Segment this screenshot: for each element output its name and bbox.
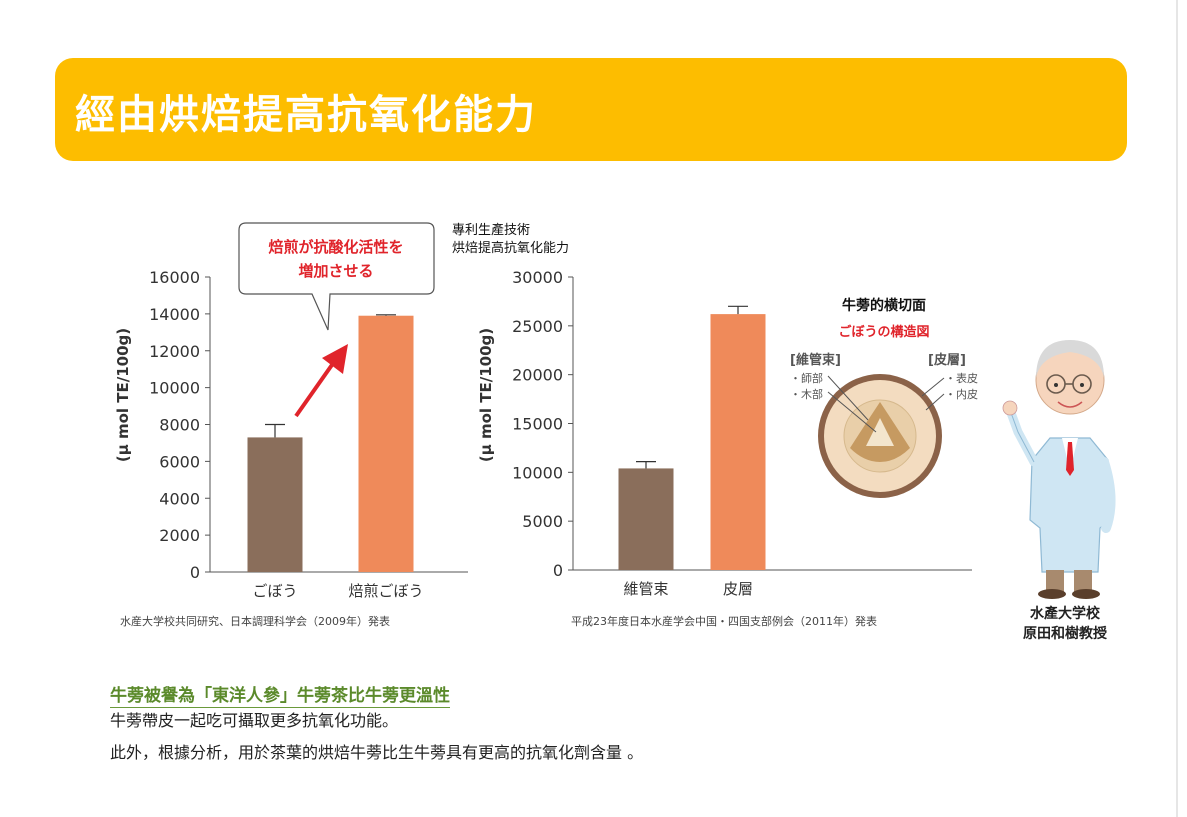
- y-tick-label: 10000: [149, 379, 200, 398]
- diagram-left-item-1: ・師部: [790, 371, 823, 385]
- diagram-subtitle: ごぼうの構造図: [838, 324, 929, 340]
- increase-arrow-icon: [294, 344, 348, 418]
- burdock-cross-section-diagram: 牛蒡的横切面 ごぼうの構造図 [維管束] ・師部 ・木部 [皮層] ・表皮 ・内…: [790, 297, 978, 498]
- professor-caption: 水產大学校 原田和樹教授: [1000, 604, 1130, 644]
- x-category-label: ごぼう: [252, 582, 297, 600]
- y-tick-label: 2000: [159, 526, 200, 545]
- title-banner: 經由烘焙提高抗氧化能力: [55, 58, 1127, 161]
- diagram-left-group: [維管束]: [790, 352, 841, 368]
- y-tick-label: 30000: [512, 268, 563, 287]
- chart2-ylabel: (μ mol TE/100g): [477, 328, 495, 462]
- diagram-right-group: [皮層]: [928, 352, 966, 368]
- y-tick-label: 12000: [149, 342, 200, 361]
- page-edge-rule: [1176, 0, 1178, 817]
- y-tick-label: 16000: [149, 268, 200, 287]
- bar-second: [358, 315, 414, 572]
- x-category-label: 維管束: [623, 580, 668, 598]
- y-tick-label: 20000: [512, 366, 563, 385]
- patent-line-1: 專利生產技術: [452, 223, 531, 238]
- diagram-right-item-1: ・表皮: [945, 371, 978, 385]
- y-tick-label: 0: [553, 561, 563, 580]
- callout-line-2: 増加させる: [298, 262, 373, 280]
- y-tick-label: 4000: [159, 489, 200, 508]
- professor-name: 原田和樹教授: [1023, 626, 1107, 642]
- y-tick-label: 25000: [512, 317, 563, 336]
- chart1-ylabel: (μ mol TE/100g): [114, 328, 132, 462]
- y-tick-label: 5000: [522, 512, 563, 531]
- y-tick-label: 8000: [159, 416, 200, 435]
- y-tick-label: 14000: [149, 305, 200, 324]
- y-tick-label: 6000: [159, 452, 200, 471]
- body-line-1: 牛蒡帶皮一起吃可攝取更多抗氧化功能。: [110, 711, 399, 730]
- chart1-source: 水産大学校共同研究、日本調理科学会（2009年）発表: [120, 615, 390, 628]
- callout-bubble: 焙煎が抗酸化活性を 増加させる: [238, 222, 435, 331]
- callout-line-1: 焙煎が抗酸化活性を: [268, 238, 403, 256]
- page-title: 經由烘焙提高抗氧化能力: [75, 92, 537, 138]
- x-category-label: 焙煎ごぼう: [348, 582, 423, 600]
- chart2-source: 平成23年度日本水産学会中国・四国支部例会（2011年）発表: [571, 615, 877, 628]
- patent-header: 專利生產技術 烘焙提高抗氧化能力: [452, 222, 569, 258]
- bar-second: [710, 314, 766, 570]
- y-tick-label: 0: [190, 563, 200, 582]
- section-heading: 牛蒡被譽為「東洋人參」牛蒡茶比牛蒡更溫性: [110, 681, 450, 708]
- bar-first: [618, 468, 674, 570]
- diagram-title: 牛蒡的横切面: [842, 297, 926, 314]
- professor-affiliation: 水產大学校: [1030, 606, 1100, 622]
- bar-first: [247, 437, 303, 572]
- diagram-right-item-2: ・内皮: [945, 387, 978, 401]
- patent-line-2: 烘焙提高抗氧化能力: [452, 241, 570, 256]
- x-category-label: 皮層: [723, 580, 753, 598]
- y-tick-label: 15000: [512, 415, 563, 434]
- professor-illustration: [1002, 340, 1116, 599]
- diagram-left-item-2: ・木部: [790, 387, 823, 401]
- y-tick-label: 10000: [512, 463, 563, 482]
- body-line-2: 此外，根據分析，用於茶葉的烘焙牛蒡比生牛蒡具有更高的抗氧化劑含量 。: [110, 743, 644, 762]
- burdock-core: [866, 418, 894, 446]
